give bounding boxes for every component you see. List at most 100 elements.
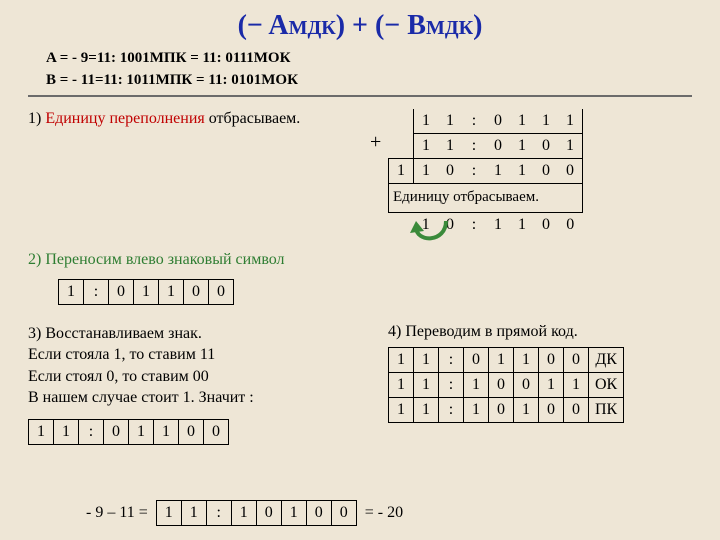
bit-cell: 0 [184, 279, 209, 304]
slide: (− AМДК) + (− BМДК) A = - 9=11: 1001МПК … [0, 0, 720, 540]
bit-cell: 1 [514, 347, 539, 372]
bit-cell: 1 [389, 158, 414, 183]
bit-cell: 0 [558, 212, 583, 237]
bit-cell: 0 [109, 279, 134, 304]
final-bits-table: 11:10100 [156, 500, 357, 526]
bit-cell: 0 [564, 347, 589, 372]
bit-cell: : [439, 347, 464, 372]
bit-cell: 1 [181, 501, 206, 526]
bit-cell: 1 [510, 158, 534, 183]
bit-cell: 0 [209, 279, 234, 304]
bit-cell: 0 [331, 501, 356, 526]
codes-table: 11:01100ДК11:10011ОК11:10100ПК [388, 347, 624, 423]
code-label: ОК [589, 372, 624, 397]
bit-cell: : [439, 372, 464, 397]
discard-note: Единицу отбрасываем. [389, 183, 583, 212]
step3-line3: В нашем случае стоит 1. Значит : [28, 387, 388, 409]
bit-cell: 1 [414, 158, 439, 183]
bit-cell: : [206, 501, 231, 526]
bit-cell: 1 [534, 109, 558, 134]
bit-cell: 1 [281, 501, 306, 526]
carry-arrow-icon [400, 217, 460, 257]
step3-line2: Если стоял 0, то ставим 00 [28, 366, 388, 388]
bit-cell: 1 [154, 419, 179, 444]
bit-cell: 1 [486, 158, 510, 183]
bit-cell: 1 [438, 109, 462, 134]
bit-cell: 0 [514, 372, 539, 397]
bit-cell: 0 [179, 419, 204, 444]
bit-cell: 1 [414, 397, 439, 422]
bit-cell: 1 [389, 372, 414, 397]
bit-cell: 1 [464, 397, 489, 422]
bit-cell: 1 [231, 501, 256, 526]
step1-highlight: Единицу переполнения [45, 110, 204, 127]
code-label: ДК [589, 347, 624, 372]
bit-cell: 1 [159, 279, 184, 304]
bit-cell: 1 [414, 109, 439, 134]
bit-cell: : [462, 133, 486, 158]
bit-cell [389, 133, 414, 158]
bit-cell: 0 [539, 347, 564, 372]
bit-cell: : [462, 158, 486, 183]
bit-cell: 1 [59, 279, 84, 304]
bit-cell: 1 [489, 347, 514, 372]
bit-cell: 1 [414, 347, 439, 372]
step2-text: 2) Переносим влево знаковый символ [28, 251, 692, 269]
bit-cell: 1 [414, 133, 439, 158]
bit-cell: 0 [486, 109, 510, 134]
step4-text: 4) Переводим в прямой код. [388, 323, 688, 341]
step1-number: 1) [28, 110, 45, 127]
final-prefix: - 9 – 11 = [86, 504, 148, 522]
bits-step2-table: 1:01100 [58, 279, 234, 305]
bit-cell [389, 109, 414, 134]
bit-cell: 1 [510, 133, 534, 158]
bit-cell: 0 [564, 397, 589, 422]
final-suffix: = - 20 [365, 504, 403, 522]
bit-cell: : [462, 212, 486, 237]
bit-cell: : [462, 109, 486, 134]
step1-text: 1) Единицу переполнения отбрасываем. [28, 109, 388, 130]
bit-cell: 1 [29, 419, 54, 444]
bit-cell: 1 [539, 372, 564, 397]
bit-cell: 1 [514, 397, 539, 422]
bit-cell: 0 [534, 212, 558, 237]
bit-cell: 1 [54, 419, 79, 444]
bit-cell: 1 [486, 212, 510, 237]
bit-cell: 0 [306, 501, 331, 526]
bit-cell: : [439, 397, 464, 422]
equation-b: B = - 11=11: 1011МПК = 11: 0101МОК [46, 70, 692, 90]
bit-cell: 1 [389, 347, 414, 372]
bit-cell: 0 [464, 347, 489, 372]
bit-cell: 1 [464, 372, 489, 397]
bit-cell: : [79, 419, 104, 444]
bit-cell: 1 [389, 397, 414, 422]
bit-cell: 0 [489, 397, 514, 422]
bit-cell: 1 [129, 419, 154, 444]
divider [28, 95, 692, 97]
bit-cell: 0 [438, 158, 462, 183]
bit-cell: 0 [486, 133, 510, 158]
bit-cell: 1 [438, 133, 462, 158]
bit-cell: 0 [539, 397, 564, 422]
bit-cell: 1 [414, 372, 439, 397]
bit-cell: : [84, 279, 109, 304]
bit-cell: 0 [534, 158, 558, 183]
plus-sign: + [370, 131, 381, 154]
step3-title: 3) Восстанавливаем знак. [28, 323, 388, 345]
bit-cell: 0 [104, 419, 129, 444]
bit-cell: 0 [256, 501, 281, 526]
bit-cell: 1 [558, 133, 583, 158]
bit-cell: 1 [558, 109, 583, 134]
bit-cell: 0 [204, 419, 229, 444]
bit-cell: 0 [534, 133, 558, 158]
step1-rest: отбрасываем. [205, 110, 301, 127]
code-label: ПК [589, 397, 624, 422]
bits-step3-table: 11:01100 [28, 419, 229, 445]
page-title: (− AМДК) + (− BМДК) [28, 10, 692, 42]
equation-a: A = - 9=11: 1001МПК = 11: 0111МОК [46, 48, 692, 68]
bit-cell: 1 [156, 501, 181, 526]
bit-cell: 1 [564, 372, 589, 397]
bit-cell: 1 [510, 212, 534, 237]
bit-cell: 0 [489, 372, 514, 397]
bit-cell: 0 [558, 158, 583, 183]
